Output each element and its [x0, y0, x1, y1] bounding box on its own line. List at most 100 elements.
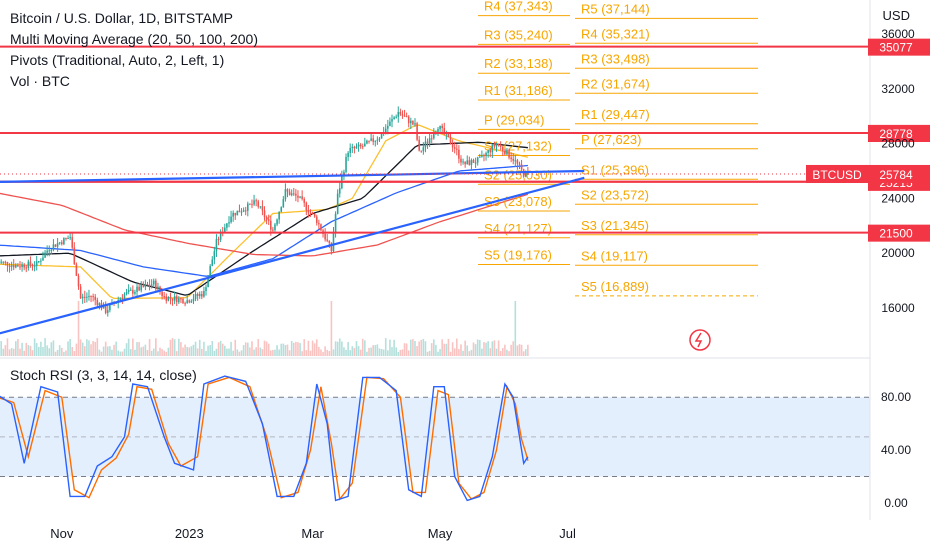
candle-body — [468, 160, 471, 165]
candle-body — [476, 157, 479, 163]
candle-body — [460, 158, 462, 163]
volume-bar — [307, 340, 310, 356]
candle-body — [178, 298, 180, 303]
volume-bar — [60, 347, 63, 356]
candle-body — [86, 296, 88, 298]
candle-body — [485, 152, 487, 156]
pivots-indicator-label[interactable]: Pivots (Traditional, Auto, 2, Left, 1) — [10, 52, 225, 68]
volume-bar — [470, 349, 473, 356]
volume-indicator-label[interactable]: Vol · BTC — [10, 73, 70, 89]
candle-body — [56, 243, 59, 247]
candle-body — [359, 144, 362, 147]
candle-body — [380, 133, 383, 139]
candle-body — [458, 149, 460, 159]
volume-bar — [284, 344, 287, 356]
volume-bar — [213, 350, 216, 356]
volume-bar — [437, 351, 439, 356]
candle-body — [238, 210, 241, 213]
candle-body — [441, 125, 443, 128]
ma-indicator-label[interactable]: Multi Moving Average (20, 50, 100, 200) — [10, 31, 259, 47]
candle-body — [15, 265, 17, 268]
symbol-tag-text: BTCUSD — [812, 168, 862, 182]
volume-bar — [334, 341, 337, 356]
replay-icon[interactable] — [689, 329, 711, 351]
candle-body — [209, 266, 211, 277]
volume-bar — [98, 349, 101, 356]
candle-body — [106, 310, 109, 313]
candle-body — [439, 125, 441, 130]
pivot-label: R2 (33,138) — [484, 56, 553, 71]
volume-bar — [364, 340, 366, 356]
volume-bar — [180, 342, 182, 356]
candle-body — [88, 295, 90, 297]
candle-body — [384, 128, 387, 133]
candle-body — [453, 147, 456, 149]
volume-bar — [370, 347, 372, 356]
volume-bar — [347, 342, 349, 356]
candle-body — [447, 133, 450, 138]
volume-bar — [86, 339, 88, 356]
candle-body — [2, 261, 5, 263]
candle-body — [428, 138, 431, 143]
candle-body — [395, 116, 397, 118]
candle-body — [305, 202, 308, 211]
last-price-tag — [868, 164, 930, 183]
candle-body — [4, 261, 7, 263]
volume-bar — [297, 342, 299, 356]
volume-bar — [251, 341, 253, 356]
candle-body — [257, 201, 260, 207]
candle-body — [48, 250, 51, 252]
candle-body — [194, 294, 197, 299]
candle-body — [123, 294, 126, 299]
volume-bar — [391, 347, 393, 356]
volume-bar — [65, 350, 67, 356]
candle-body — [311, 212, 314, 214]
candle-body — [278, 211, 280, 220]
candle-body — [466, 160, 469, 165]
volume-bar — [418, 341, 420, 356]
volume-bar — [524, 349, 527, 356]
volume-bar — [159, 347, 161, 356]
candle-body — [96, 299, 99, 306]
candle-body — [376, 139, 379, 141]
pivot-label: S4 (19,117) — [581, 248, 648, 263]
candle-body — [165, 296, 168, 301]
candle-body — [410, 120, 412, 124]
volume-bar — [516, 345, 519, 356]
candle-body — [6, 262, 9, 266]
volume-bar — [232, 350, 234, 356]
volume-bar — [295, 341, 297, 356]
volume-bar — [244, 342, 247, 356]
volume-bar — [353, 347, 356, 356]
candle-body — [433, 134, 435, 139]
candle-body — [372, 138, 374, 142]
candle-body — [219, 231, 222, 240]
volume-bar — [508, 351, 510, 356]
candle-body — [334, 213, 337, 233]
candle-body — [290, 193, 293, 196]
volume-bar — [111, 349, 113, 356]
volume-bar — [165, 351, 168, 356]
candle-body — [418, 139, 420, 151]
pivot-label: R3 (35,240) — [484, 27, 553, 42]
volume-bar — [104, 341, 107, 356]
candle-body — [167, 296, 170, 301]
candle-body — [495, 143, 498, 147]
candle-body — [217, 239, 220, 241]
candle-body — [236, 210, 239, 216]
volume-bar — [460, 344, 462, 356]
volume-bar — [527, 344, 529, 356]
candle-body — [303, 198, 306, 203]
volume-bar — [211, 340, 214, 356]
volume-bar — [428, 350, 431, 356]
candle-body — [198, 294, 201, 296]
candle-body — [501, 146, 504, 151]
symbol-title[interactable]: Bitcoin / U.S. Dollar, 1D, BITSTAMP — [10, 10, 234, 26]
candle-body — [430, 138, 433, 140]
candle-body — [23, 264, 25, 268]
volume-bar — [491, 341, 494, 356]
candle-body — [489, 150, 492, 153]
candle-body — [416, 123, 418, 140]
stoch-rsi-label[interactable]: Stoch RSI (3, 3, 14, 14, close) — [10, 367, 197, 383]
